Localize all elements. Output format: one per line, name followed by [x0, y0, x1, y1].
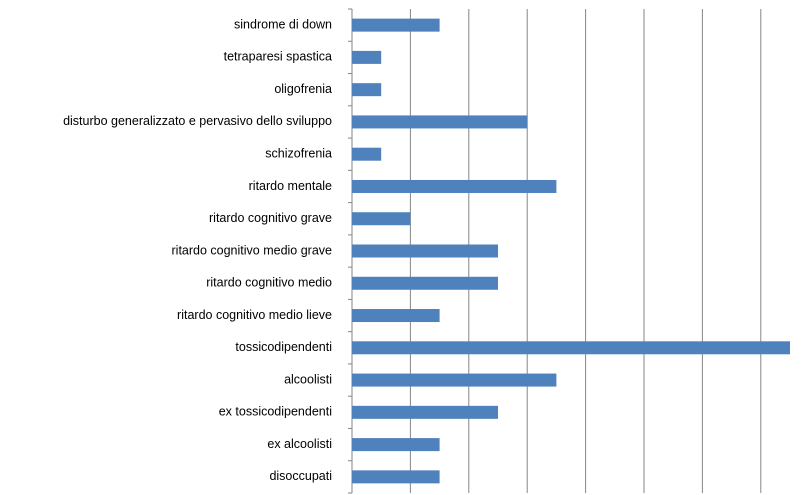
bar: [352, 50, 382, 64]
y-tick-label: alcoolisti: [284, 372, 332, 386]
bar: [352, 244, 498, 258]
y-tick-label: ritardo cognitivo medio lieve: [177, 308, 332, 322]
bar: [352, 276, 498, 290]
bar: [352, 83, 382, 97]
bar: [352, 115, 528, 129]
y-tick-label: disturbo generalizzato e pervasivo dello…: [63, 114, 332, 128]
bar: [352, 470, 440, 484]
bar: [352, 341, 790, 355]
y-tick-label: tetraparesi spastica: [224, 50, 332, 64]
y-tick-label: ritardo cognitivo medio: [206, 276, 332, 290]
bar: [352, 405, 498, 419]
y-tick-label: ritardo mentale: [249, 179, 332, 193]
bar: [352, 438, 440, 452]
y-tick-label: ritardo cognitivo medio grave: [172, 243, 333, 257]
y-tick-label: tossicodipendenti: [235, 340, 332, 354]
y-tick-label: schizofrenia: [265, 146, 332, 160]
y-tick-label: sindrome di down: [234, 17, 332, 31]
bar: [352, 179, 557, 193]
y-tick-label: ex alcoolisti: [267, 437, 332, 451]
bar: [352, 212, 411, 226]
bar: [352, 373, 557, 387]
bar: [352, 18, 440, 32]
y-tick-label: ritardo cognitivo grave: [209, 211, 332, 225]
y-tick-label: disoccupati: [269, 469, 332, 483]
y-tick-label: ex tossicodipendenti: [219, 405, 332, 419]
bar: [352, 309, 440, 323]
bar: [352, 147, 382, 161]
y-tick-label: oligofrenia: [274, 82, 332, 96]
